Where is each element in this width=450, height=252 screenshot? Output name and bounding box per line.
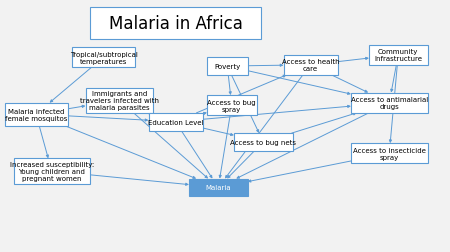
Text: Access to antimalarial
drugs: Access to antimalarial drugs [351,97,428,110]
Text: Education Level: Education Level [148,119,203,125]
FancyBboxPatch shape [72,48,135,68]
Text: Access to bug
spray: Access to bug spray [207,99,256,112]
FancyBboxPatch shape [86,88,153,113]
Text: Malaria in Africa: Malaria in Africa [108,15,243,33]
Text: Access to bug nets: Access to bug nets [230,139,296,145]
Text: Community
Infrastructure: Community Infrastructure [374,49,422,62]
FancyBboxPatch shape [369,45,428,66]
Text: Malaria: Malaria [206,185,231,191]
FancyBboxPatch shape [351,144,428,164]
Text: Tropical/subtropical
temperatures: Tropical/subtropical temperatures [70,51,137,65]
FancyBboxPatch shape [189,179,248,197]
FancyBboxPatch shape [207,96,256,116]
Text: Access to insecticide
spray: Access to insecticide spray [353,147,426,160]
FancyBboxPatch shape [207,58,248,76]
FancyBboxPatch shape [284,55,338,76]
FancyBboxPatch shape [4,103,68,126]
FancyBboxPatch shape [234,134,292,151]
FancyBboxPatch shape [90,8,261,40]
FancyBboxPatch shape [148,113,202,131]
Text: Immigrants and
travelers infected with
malaria parasites: Immigrants and travelers infected with m… [80,91,159,111]
Text: Malaria infected
female mosquitos: Malaria infected female mosquitos [5,108,67,121]
Text: Poverty: Poverty [214,64,240,70]
FancyBboxPatch shape [14,159,90,184]
Text: Access to health
care: Access to health care [282,59,339,72]
FancyBboxPatch shape [351,93,428,113]
Text: Increased susceptibility:
Young children and
pregnant women: Increased susceptibility: Young children… [9,161,94,181]
